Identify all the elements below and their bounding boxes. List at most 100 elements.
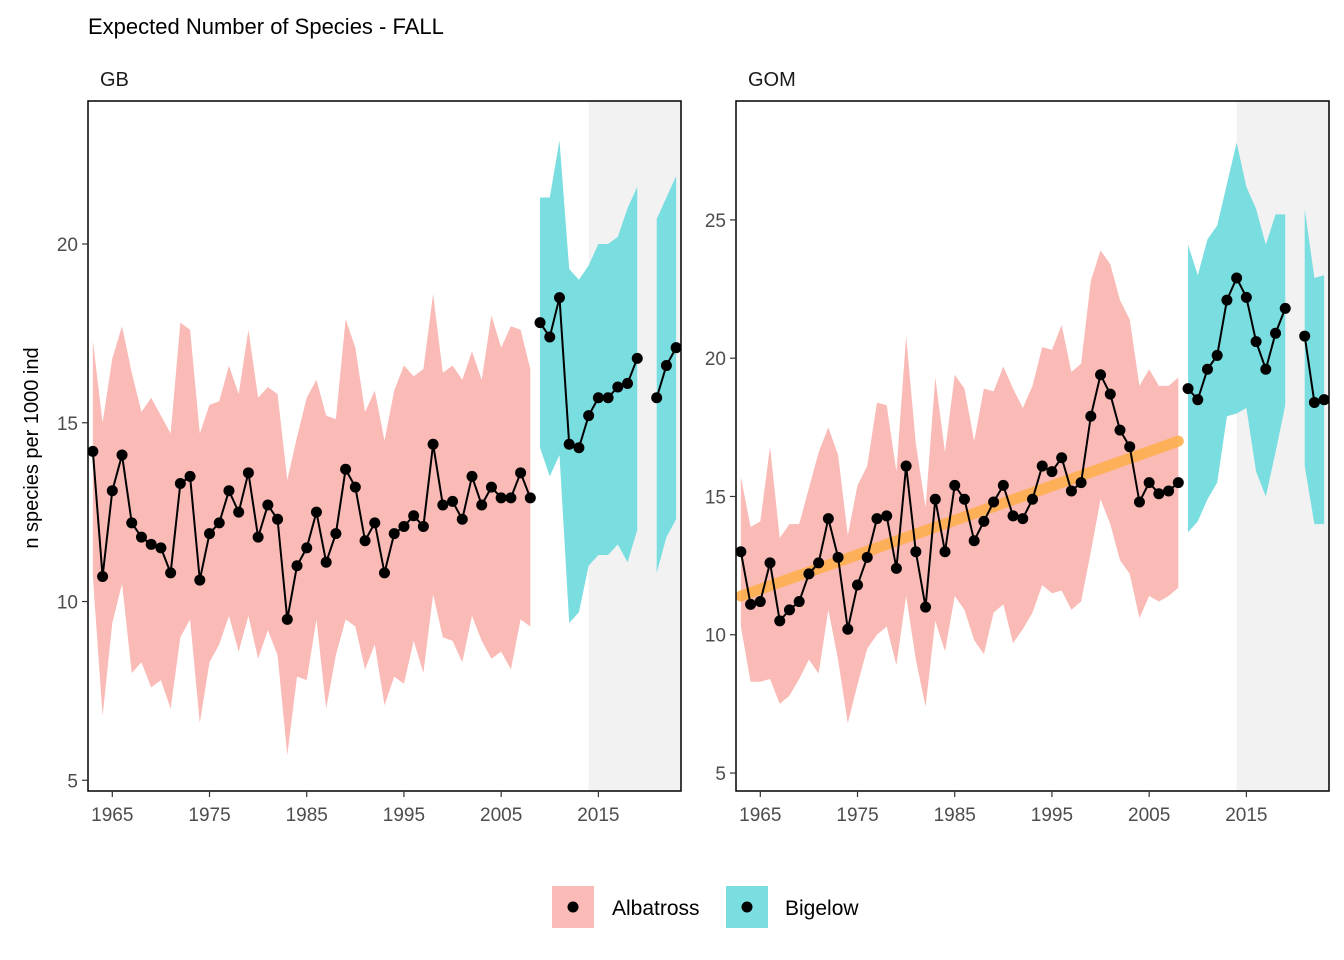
data-point — [408, 510, 420, 522]
data-point — [745, 598, 757, 610]
data-point — [272, 513, 284, 525]
data-point — [1007, 510, 1019, 522]
data-point — [1192, 394, 1204, 406]
data-point — [242, 467, 254, 479]
data-point — [736, 546, 747, 558]
x-tick-label: 1985 — [934, 805, 976, 826]
data-point — [670, 342, 681, 354]
data-point — [1085, 410, 1097, 422]
x-tick-label: 2015 — [1225, 805, 1267, 826]
panel-gb: GB 1965 1975 1985 1995 2005 2015 5 10 15 20 — [57, 69, 682, 826]
data-point — [437, 499, 449, 511]
data-point — [1143, 477, 1155, 489]
data-point — [106, 485, 118, 497]
data-point — [1124, 441, 1136, 453]
series-line-albatross — [739, 371, 1179, 630]
data-point — [388, 528, 400, 540]
data-point — [1182, 383, 1194, 395]
data-point — [135, 531, 147, 543]
data-point — [793, 596, 805, 608]
data-point — [359, 535, 371, 547]
data-point — [301, 542, 313, 554]
data-point — [1211, 349, 1223, 361]
plot-area-gb — [88, 101, 681, 791]
y-tick-label: 5 — [67, 771, 78, 792]
data-point — [929, 493, 941, 505]
data-point — [476, 499, 488, 511]
data-point — [631, 352, 643, 364]
x-tick-label: 1965 — [739, 805, 781, 826]
data-point — [515, 467, 527, 479]
chart-title: Expected Number of Species - FALL — [88, 14, 444, 39]
panel-border — [735, 100, 1330, 792]
y-tick-label: 15 — [57, 414, 78, 435]
data-point — [602, 392, 614, 404]
data-point — [310, 506, 322, 518]
data-point — [1260, 363, 1272, 375]
data-point — [939, 546, 951, 558]
data-point — [340, 463, 352, 475]
data-point — [573, 442, 585, 454]
data-point — [213, 517, 225, 529]
y-tick-label: 5 — [715, 764, 726, 785]
y-tick-label: 20 — [57, 235, 78, 256]
ribbon-bigelow — [1188, 142, 1286, 533]
data-point — [651, 392, 663, 404]
data-point — [291, 560, 303, 572]
y-tick-label: 20 — [705, 349, 726, 370]
x-tick-label: 1995 — [383, 805, 425, 826]
plot-area-gom — [736, 101, 1329, 791]
data-point — [988, 496, 1000, 508]
data-point — [900, 460, 912, 472]
data-point — [1153, 488, 1165, 500]
data-point — [1027, 493, 1038, 505]
x-tick-label: 1975 — [836, 805, 878, 826]
legend-point-albatross — [567, 901, 579, 913]
panel-gom: GOM 1965 1975 1985 1995 2005 2015 5 10 15 20 25 — [705, 69, 1330, 826]
data-point — [524, 492, 536, 504]
data-point — [165, 567, 177, 579]
data-point — [194, 574, 206, 586]
data-point — [1133, 496, 1145, 508]
data-point — [320, 556, 332, 568]
legend-label-bigelow: Bigelow — [785, 897, 859, 920]
data-point — [890, 562, 902, 574]
x-tick-label: 2015 — [577, 805, 619, 826]
data-point — [1095, 369, 1107, 381]
data-point — [1270, 327, 1282, 339]
data-point — [1075, 477, 1087, 489]
data-point — [1046, 466, 1058, 478]
data-point — [456, 513, 468, 525]
y-tick-label: 10 — [57, 593, 78, 614]
x-tick-label: 1965 — [91, 805, 133, 826]
panel-label-gb: GB — [100, 69, 129, 91]
data-point — [978, 515, 990, 527]
legend: Albatross Bigelow — [552, 886, 859, 928]
data-point — [88, 445, 99, 457]
data-point — [822, 513, 834, 525]
data-point — [379, 567, 390, 579]
data-point — [660, 360, 672, 372]
data-point — [563, 438, 575, 450]
legend-point-bigelow — [741, 901, 753, 913]
data-point — [534, 317, 546, 329]
data-point — [262, 499, 274, 511]
data-point — [1308, 396, 1320, 408]
legend-label-albatross: Albatross — [612, 897, 700, 920]
data-point — [881, 510, 893, 522]
data-point — [1299, 330, 1311, 342]
x-tick-label: 1985 — [286, 805, 328, 826]
data-point — [774, 615, 786, 627]
data-point — [852, 579, 864, 591]
data-point — [783, 604, 795, 616]
data-point — [832, 551, 844, 563]
data-point — [592, 392, 604, 404]
data-point — [1104, 388, 1116, 400]
data-point — [485, 481, 497, 493]
data-point — [871, 513, 883, 525]
y-tick-label: 15 — [705, 487, 726, 508]
x-tick-label: 1995 — [1031, 805, 1073, 826]
data-point — [803, 568, 815, 580]
data-point — [349, 481, 361, 493]
